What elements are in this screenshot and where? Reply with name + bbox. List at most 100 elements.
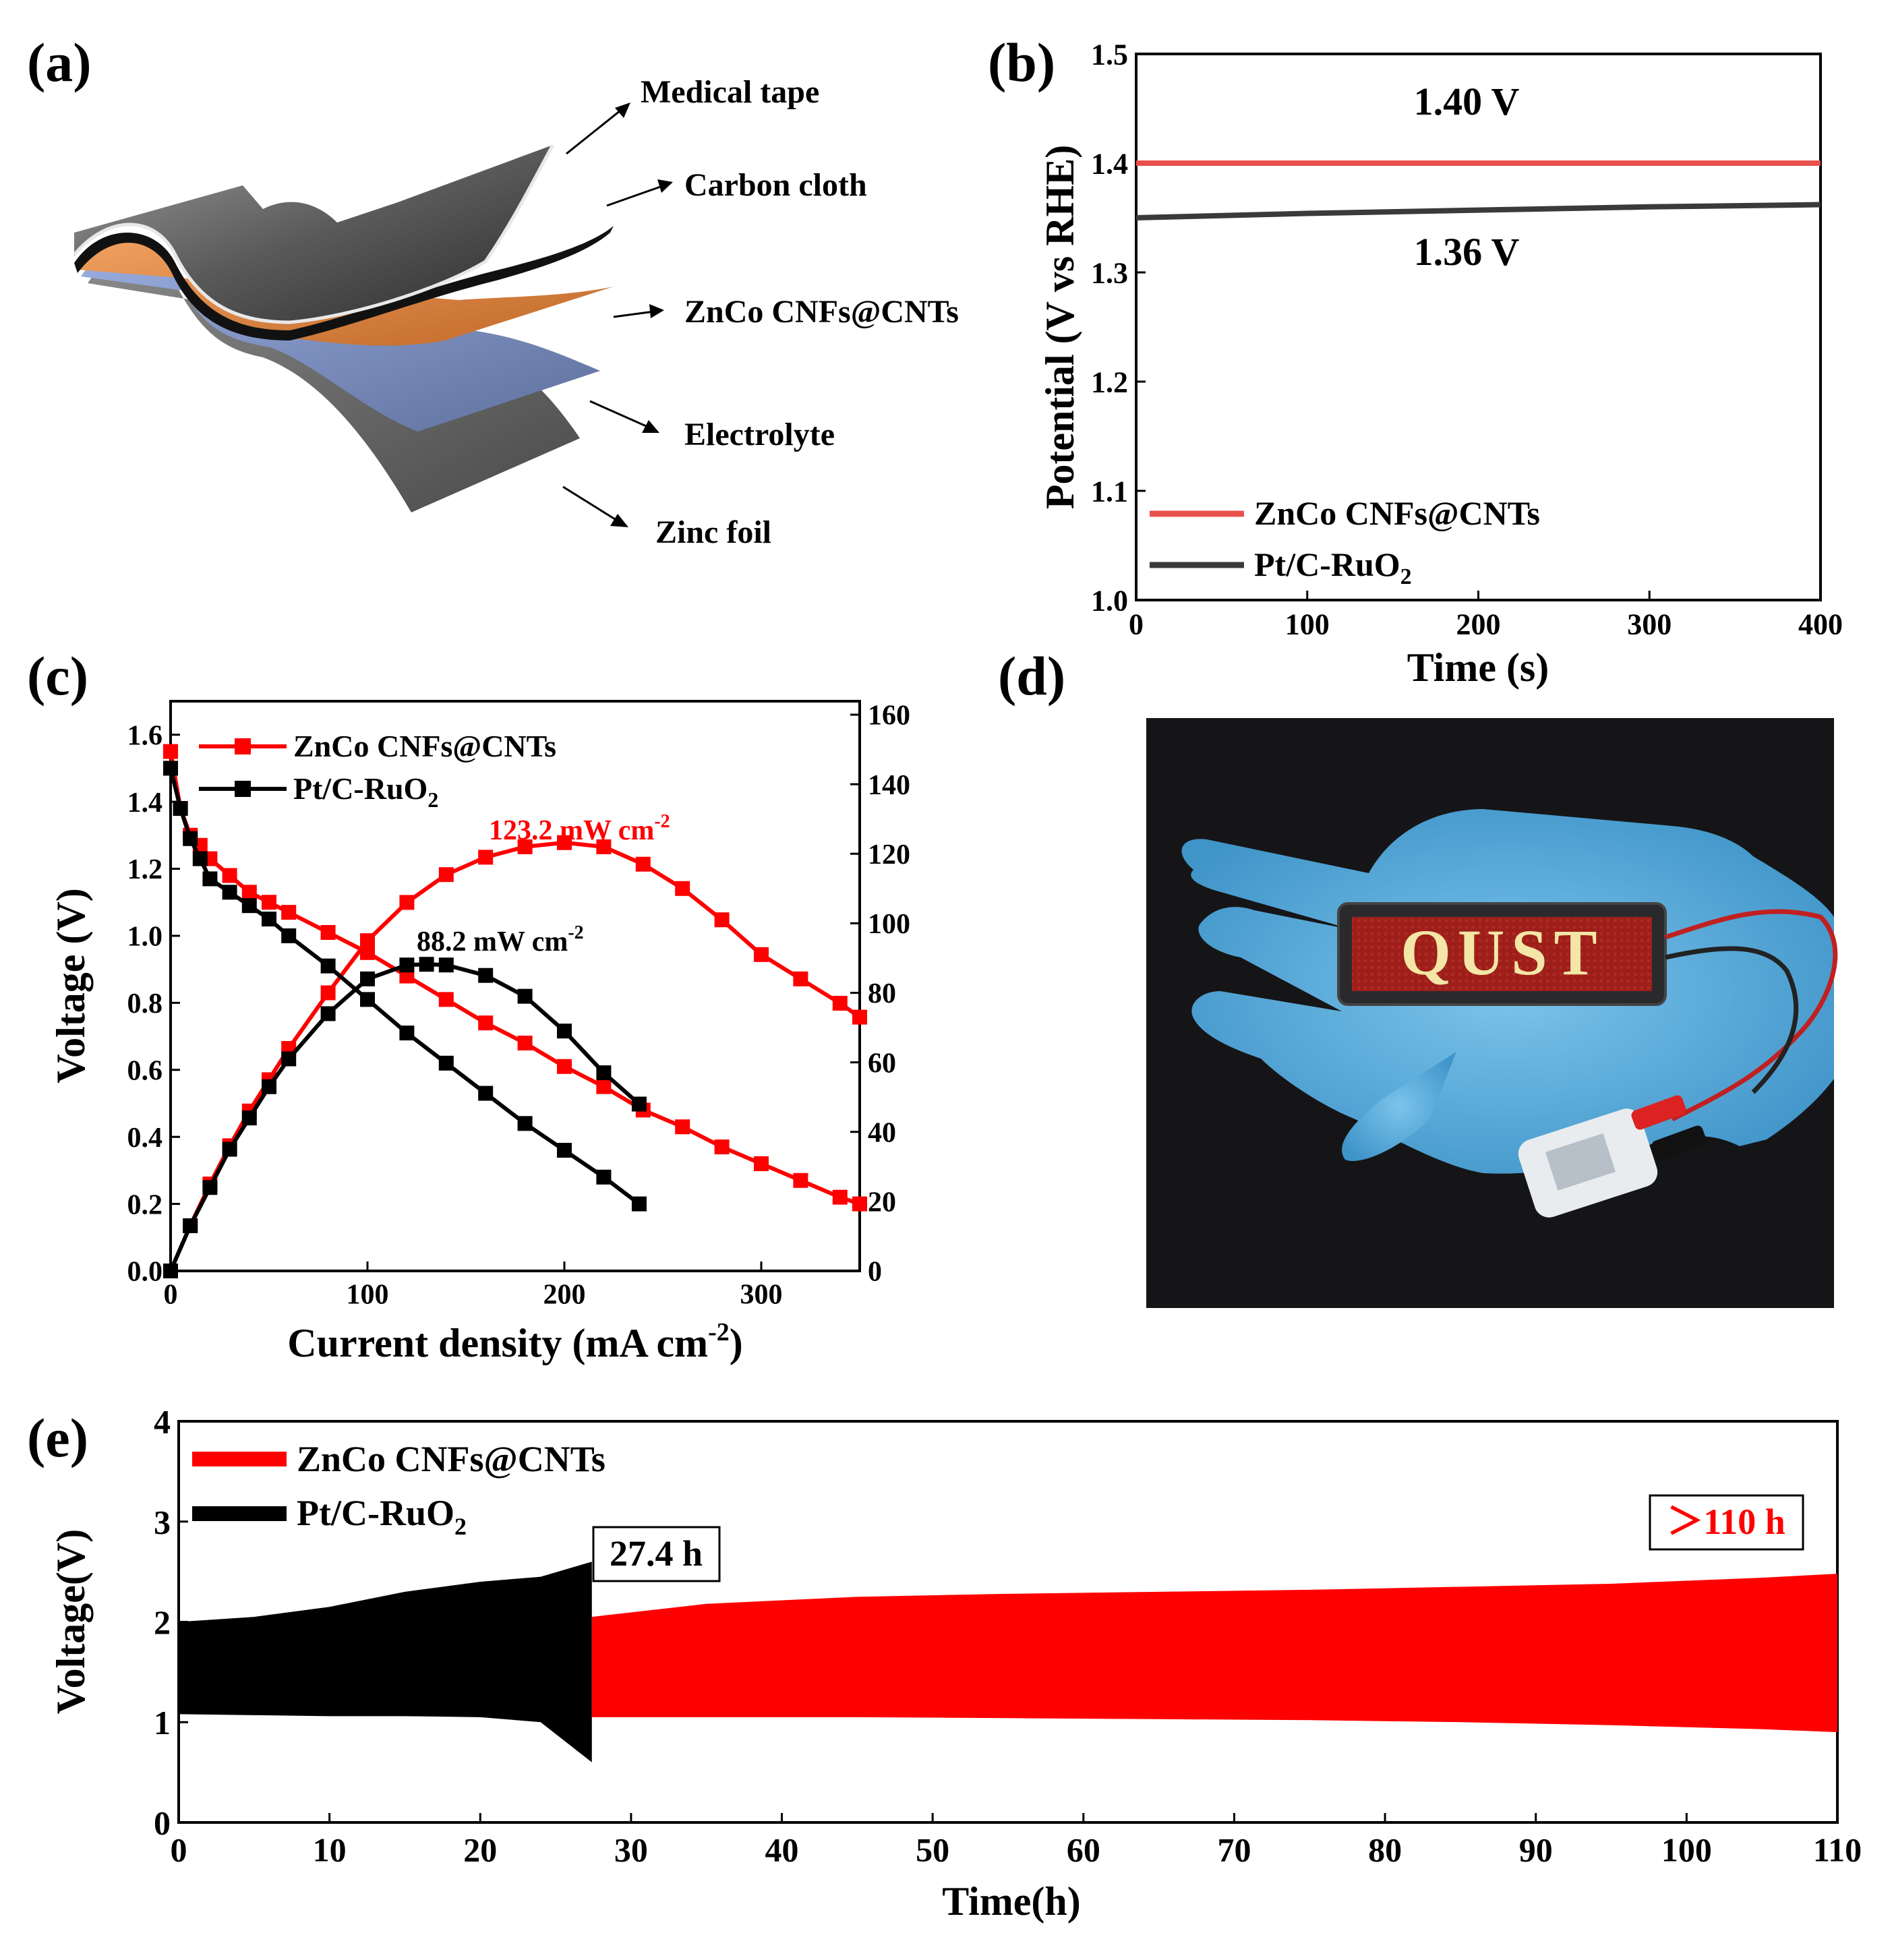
- photo-glove-led-display: QUST: [1146, 718, 1838, 1308]
- arrow-carbon-cloth: [606, 184, 665, 207]
- e-y-tick-label-0: 0: [154, 1804, 171, 1842]
- e-x-tick-label-0: 0: [171, 1831, 187, 1869]
- label-medical-tape: Medical tape: [641, 74, 819, 110]
- b-series-line-1: [1135, 202, 1821, 220]
- c-series-0-marker-12: [438, 992, 454, 1007]
- c-y-tick-label-2: 0.4: [127, 1123, 163, 1154]
- b-x-tick-label-2: 200: [1456, 608, 1501, 641]
- e-x-tick-label-11: 110: [1813, 1831, 1862, 1869]
- e-y-tick-label-1: 1: [154, 1704, 171, 1742]
- c-series-0-marker-15: [557, 1059, 572, 1074]
- c-series-0-marker-16: [596, 1079, 612, 1094]
- c-series-2-marker-0: [163, 761, 178, 776]
- chart-e-xticks: 0 10 20 30 40 50 60 70 80 90 100 110: [171, 1813, 1862, 1869]
- annotation-pt-text: 27.4 h: [610, 1533, 703, 1574]
- c-series-1-marker-12: [517, 839, 533, 854]
- chart-c-xticks: 0 100 200 300: [164, 1261, 783, 1310]
- e-x-tick-label-8: 80: [1368, 1831, 1402, 1869]
- c-series-line-1: [169, 840, 861, 1272]
- tape-highlight: [73, 144, 555, 324]
- c-series-1-marker-7: [320, 985, 336, 1001]
- annotation-pt-box: [592, 1526, 721, 1582]
- chart-b-xticks: 0 100 200 300 400: [1129, 591, 1843, 641]
- chart-e-annotation-zn: ＞110 h: [1649, 1494, 1804, 1551]
- e-band-0: [179, 1562, 592, 1762]
- c-series-0-marker-21: [793, 1172, 808, 1188]
- c-y2-tick-label-3: 60: [868, 1048, 896, 1079]
- b-y-tick-label-0: 1.0: [1091, 584, 1128, 617]
- chart-b-xlabel: Time (s): [1407, 645, 1549, 690]
- legend-b-pt-label: Pt/C-RuO2: [1254, 545, 1412, 589]
- chart-b-lines: [1135, 160, 1821, 220]
- c-y-tick-label-5: 1.0: [127, 922, 163, 953]
- arrow-medical-tape: [566, 107, 624, 155]
- c-series-1-marker-10: [438, 867, 454, 883]
- c-series-2-marker-4: [202, 871, 218, 887]
- e-band-1: [591, 1574, 1837, 1733]
- c-y-tick-label-8: 1.6: [127, 720, 163, 751]
- c-series-0-marker-19: [714, 1139, 730, 1155]
- panel-e-letter: (e): [27, 1407, 88, 1468]
- arrowhead-zinc-foil: [610, 514, 628, 527]
- arrowhead-electrolyte: [642, 420, 659, 433]
- c-y2-tick-label-6: 120: [868, 839, 910, 870]
- legend-b-zn-label: ZnCo CNFs@CNTs: [1254, 494, 1540, 532]
- c-series-3-marker-11: [438, 957, 454, 973]
- c-series-1-marker-15: [635, 856, 651, 872]
- black-clip: [1651, 1125, 1707, 1160]
- chart-c-legend: ZnCo CNFs@CNTs Pt/C-RuO2: [199, 729, 556, 812]
- c-series-2-marker-9: [320, 958, 336, 974]
- chart-b-annotation-pt: 1.36 V: [1414, 230, 1520, 274]
- c-series-0-marker-6: [241, 885, 257, 900]
- b-x-tick-label-1: 100: [1285, 608, 1330, 641]
- c-series-3-marker-9: [399, 957, 415, 973]
- chart-e-xlabel: Time(h): [942, 1879, 1081, 1924]
- c-series-3-marker-5: [262, 1079, 276, 1094]
- panel-c: (c) 0.00.20.40.60.81.01.21.41.6 02040608…: [27, 645, 910, 1365]
- black-wire: [1665, 946, 1799, 1094]
- label-electrolyte: Electrolyte: [684, 417, 835, 452]
- chart-b-ylabel: Potential (V vs RHE): [1038, 145, 1082, 510]
- e-x-tick-label-7: 70: [1217, 1831, 1251, 1869]
- chart-b-legend: ZnCo CNFs@CNTs Pt/C-RuO2: [1150, 494, 1540, 589]
- glove-thumb: [1342, 1052, 1456, 1161]
- label-carbon-cloth: Carbon cloth: [684, 167, 867, 203]
- c-series-2-marker-6: [241, 898, 257, 914]
- c-series-3-marker-3: [222, 1141, 237, 1157]
- legend-e-pt-subscript: 2: [454, 1513, 467, 1540]
- c-series-2-marker-7: [262, 912, 276, 927]
- c-series-0-marker-20: [754, 1156, 769, 1171]
- c-series-1-marker-20: [832, 995, 848, 1011]
- annotation-zn-box: [1649, 1494, 1804, 1551]
- e-x-tick-label-9: 90: [1519, 1831, 1553, 1869]
- c-series-2-marker-15: [557, 1143, 572, 1158]
- chart-e-yticks: 0 1 2 3 4: [154, 1403, 188, 1842]
- c-series-line-3: [169, 962, 641, 1272]
- arrowhead-medical-tape: [615, 102, 630, 118]
- legend-e-pt-label: Pt/C-RuO2: [297, 1493, 467, 1540]
- arrow-electrolyte: [589, 400, 651, 429]
- c-series-2-marker-8: [281, 928, 297, 943]
- panel-c-letter: (c): [27, 645, 88, 707]
- chart-c-xlabel: Current density (mA cm-2): [287, 1318, 742, 1365]
- panel-b-letter: (b): [988, 32, 1055, 93]
- c-series-3-marker-6: [281, 1051, 297, 1067]
- arrowhead-carbon-cloth: [657, 179, 673, 193]
- c-series-1-marker-16: [675, 881, 690, 896]
- e-x-tick-label-1: 10: [313, 1831, 347, 1869]
- label-catalyst: ZnCo CNFs@CNTs: [684, 294, 959, 330]
- c-y2-tick-label-0: 0: [868, 1257, 882, 1288]
- b-y-tick-label-3: 1.3: [1091, 256, 1128, 289]
- c-series-1-marker-11: [478, 850, 494, 865]
- c-series-0-marker-0: [163, 744, 178, 759]
- e-x-tick-label-10: 100: [1661, 1831, 1712, 1869]
- chart-e-bands: [179, 1562, 1837, 1762]
- e-x-tick-label-6: 60: [1067, 1831, 1100, 1869]
- chart-c-xlabel-sup: -2: [708, 1318, 730, 1346]
- c-series-2-marker-16: [596, 1169, 612, 1185]
- c-series-2-marker-17: [631, 1196, 647, 1212]
- b-x-tick-label-4: 400: [1798, 608, 1843, 641]
- chart-c-xlabel-close: ): [730, 1321, 743, 1365]
- c-series-1-marker-13: [557, 835, 572, 850]
- e-x-tick-label-4: 40: [765, 1831, 799, 1869]
